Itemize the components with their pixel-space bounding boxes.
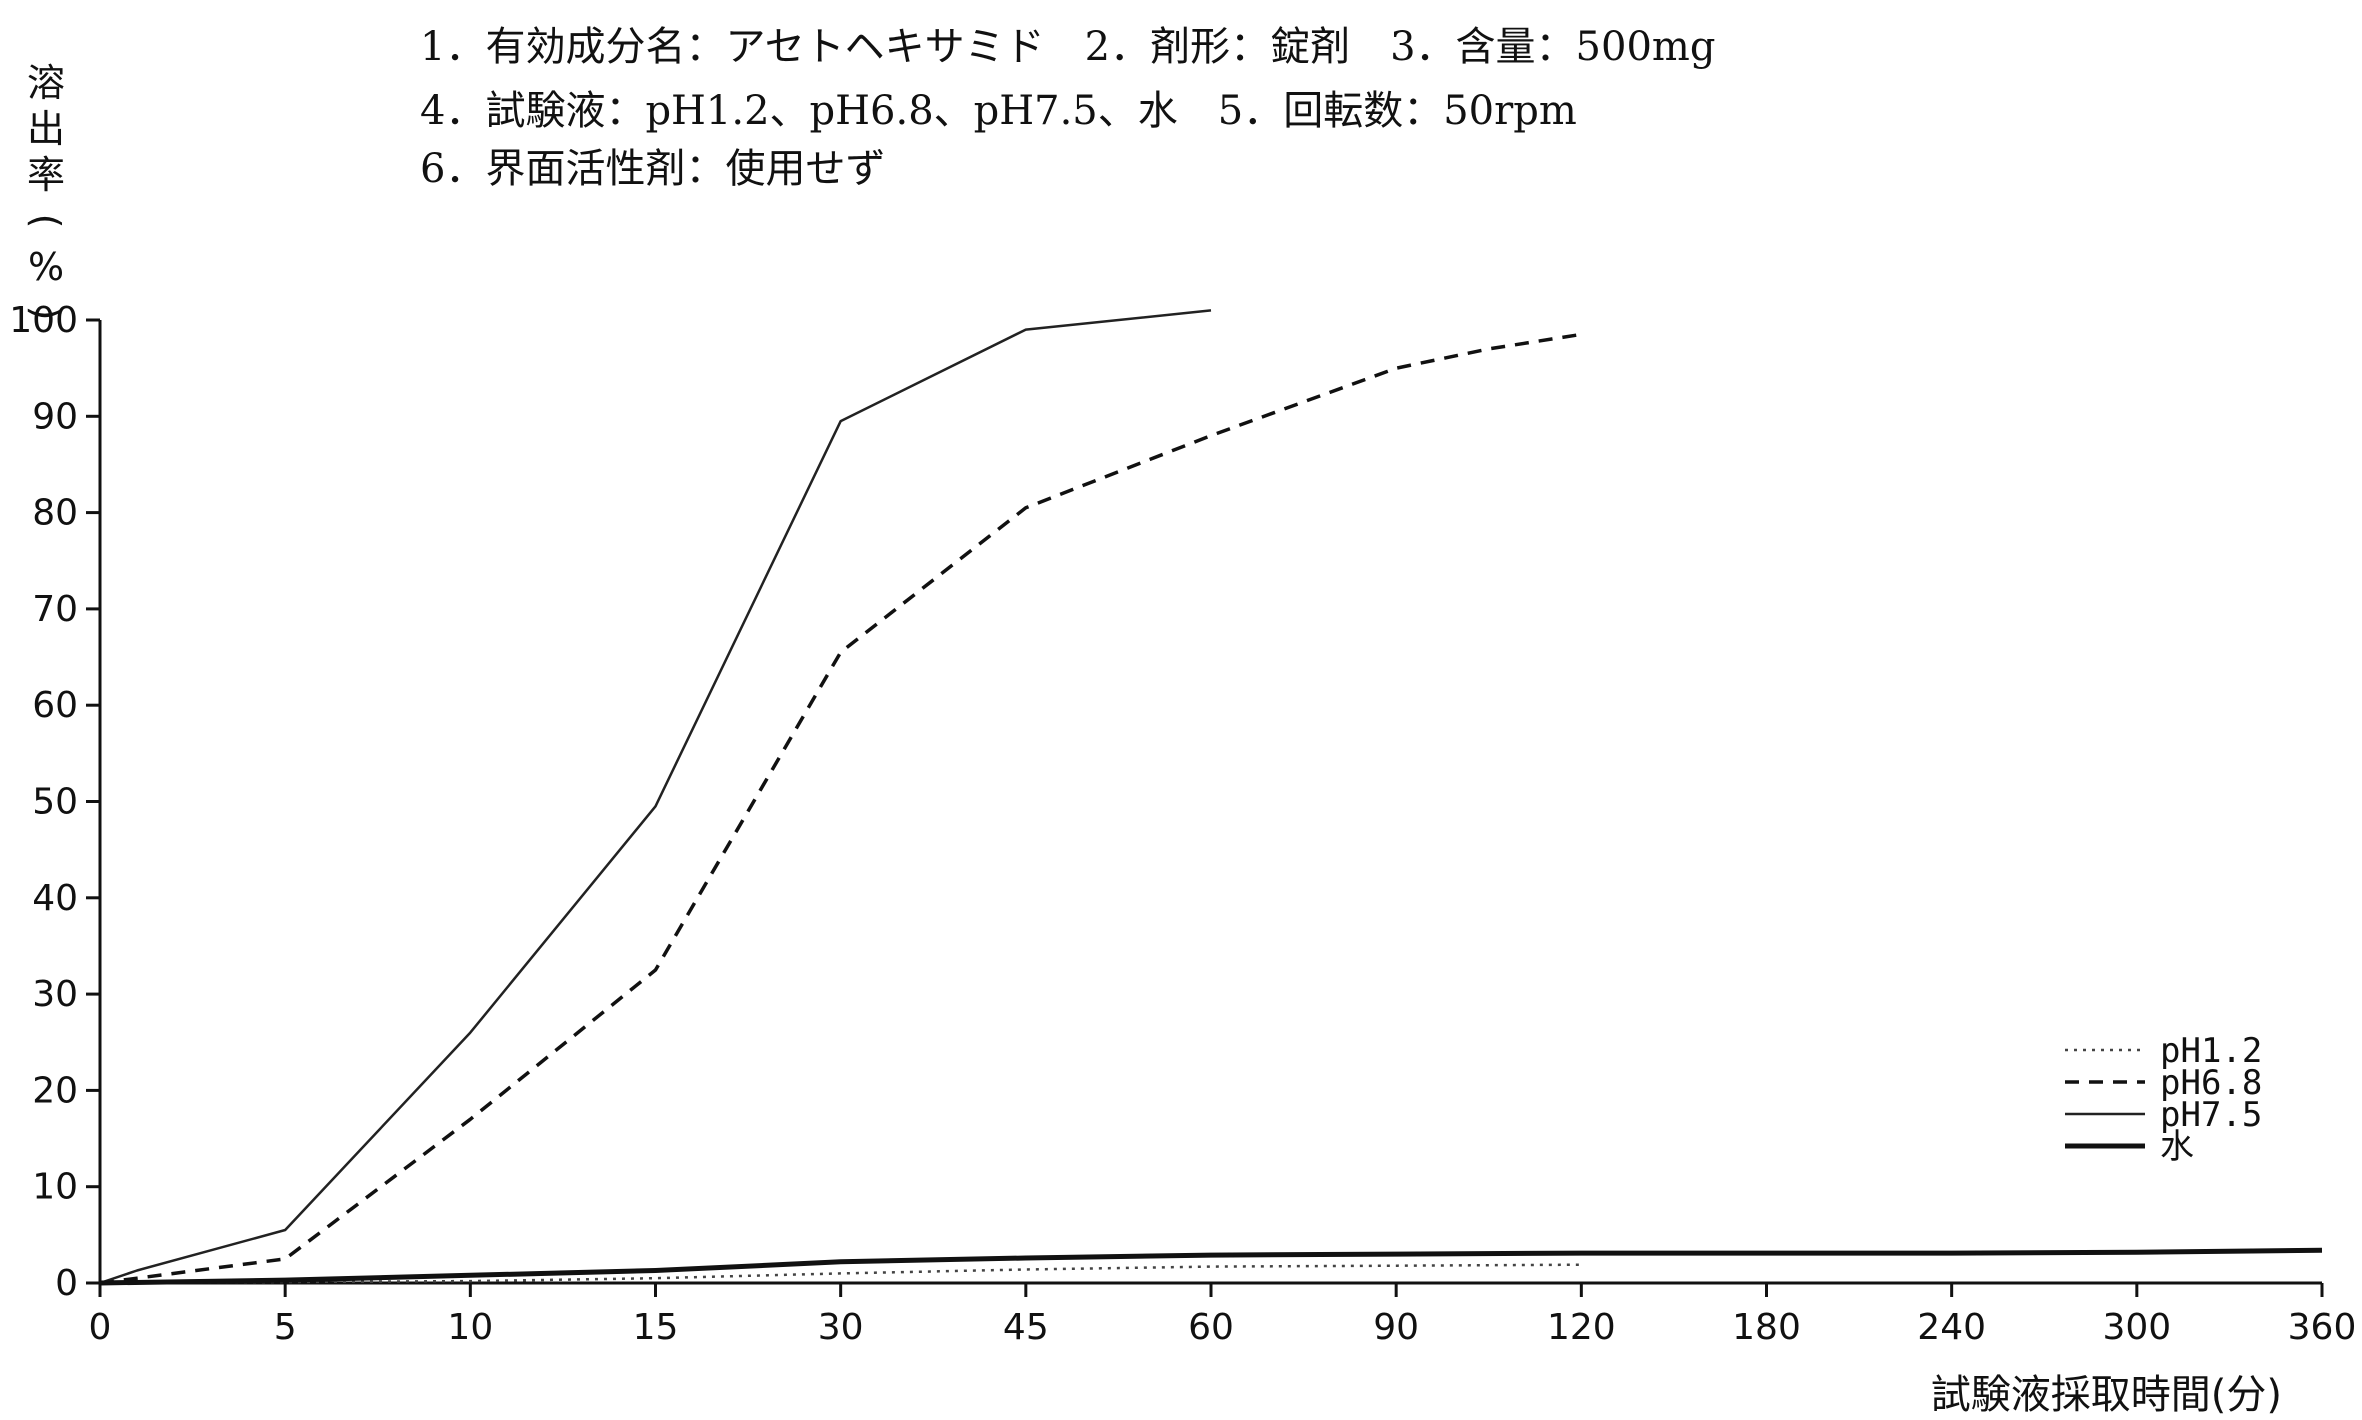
x-tick-label: 90	[1373, 1307, 1419, 1348]
y-axis-label-char: 出	[26, 107, 65, 151]
legend-label: 水	[2160, 1127, 2194, 1167]
x-tick-label: 360	[2288, 1307, 2357, 1348]
x-tick-label: 0	[89, 1307, 112, 1348]
x-tick-label: 180	[1732, 1307, 1801, 1348]
y-tick-label: 10	[32, 1167, 78, 1208]
y-tick-label: 50	[32, 782, 78, 823]
y-tick-label: 30	[32, 974, 78, 1015]
y-axis-label-char: 溶	[26, 61, 65, 105]
x-tick-label: 300	[2102, 1307, 2171, 1348]
condition-line-3: 6．界面活性剤：使用せず	[420, 146, 886, 192]
y-axis-label-char: %	[27, 245, 65, 289]
legend-label: pH7.5	[2160, 1095, 2262, 1135]
x-tick-label: 15	[633, 1307, 679, 1348]
y-tick-label: 70	[32, 589, 78, 630]
y-tick-label: 0	[55, 1263, 78, 1304]
x-tick-label: 240	[1917, 1307, 1986, 1348]
legend-label: pH1.2	[2160, 1031, 2262, 1071]
series-line-pH6.8	[99, 332, 1582, 1285]
x-tick-label: 120	[1547, 1307, 1616, 1348]
series-line-pH1.2	[99, 1263, 1582, 1285]
y-axis-label: 溶出率(%)	[18, 60, 74, 336]
series-line-水	[99, 1247, 2323, 1286]
x-tick-label: 45	[1003, 1307, 1049, 1348]
x-axis-label: 試験液採取時間(分)	[1930, 1372, 2282, 1418]
condition-line-2: 4．試験液：pH1.2、pH6.8、pH7.5、水 5．回転数：50rpm	[420, 88, 1577, 134]
series-line-pH7.5	[99, 309, 1212, 1285]
x-tick-label: 10	[447, 1307, 493, 1348]
y-tick-label: 20	[32, 1070, 78, 1111]
y-tick-label: 40	[32, 878, 78, 919]
condition-line-1: 1．有効成分名：アセトヘキサミド 2．剤形：錠剤 3．含量：500mg	[420, 24, 1716, 70]
y-tick-label: 100	[9, 300, 78, 341]
legend-label: pH6.8	[2160, 1063, 2262, 1103]
y-axis-label-char: 率	[26, 153, 65, 197]
y-tick-label: 60	[32, 685, 78, 726]
y-tick-label: 80	[32, 493, 78, 534]
y-tick-label: 90	[32, 396, 78, 437]
x-tick-label: 5	[274, 1307, 297, 1348]
x-tick-label: 30	[818, 1307, 864, 1348]
x-tick-label: 60	[1188, 1307, 1234, 1348]
